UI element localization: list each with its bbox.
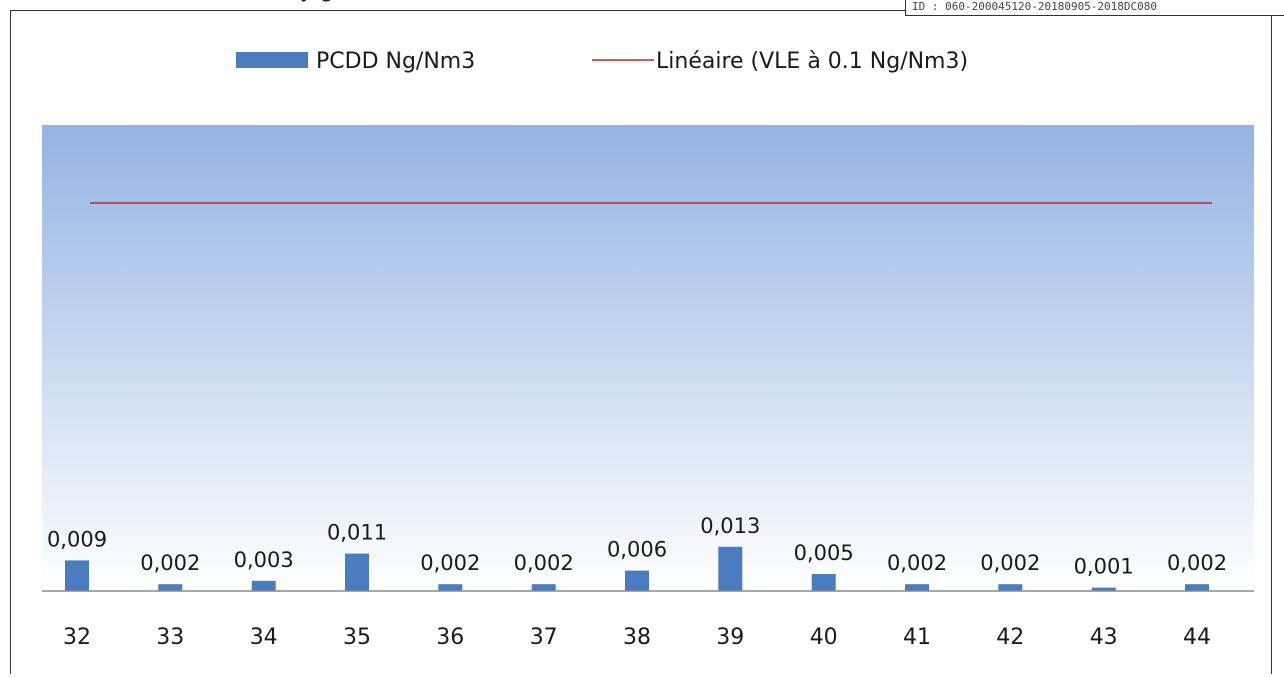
x-tick-labels: 32 33 34 35 36 37 38 39 40 41 42 43 44 (63, 625, 1211, 650)
bar-38 (625, 570, 649, 591)
x-tick-38: 38 (623, 625, 651, 650)
x-tick-42: 42 (996, 625, 1024, 650)
x-tick-40: 40 (810, 625, 838, 650)
x-tick-39: 39 (716, 625, 744, 650)
x-tick-33: 33 (156, 625, 184, 650)
bar-37 (531, 584, 556, 591)
bar-34 (251, 580, 276, 591)
x-tick-36: 36 (436, 625, 464, 650)
x-tick-32: 32 (63, 625, 91, 650)
x-tick-41: 41 (903, 625, 931, 650)
x-tick-34: 34 (250, 625, 278, 650)
value-label-42: 0,002 (980, 551, 1040, 575)
legend-label-line: Linéaire (VLE à 0.1 Ng/Nm3) (656, 49, 968, 74)
value-label-32: 0,009 (47, 527, 107, 551)
x-tick-37: 37 (530, 625, 558, 650)
x-tick-44: 44 (1183, 625, 1211, 650)
bar-33 (158, 584, 183, 591)
value-label-41: 0,002 (887, 551, 947, 575)
bar-32 (65, 560, 89, 591)
value-label-39: 0,013 (700, 514, 760, 538)
x-tick-43: 43 (1090, 625, 1118, 650)
legend: PCDD Ng/Nm3 Linéaire (VLE à 0.1 Ng/Nm3) (236, 49, 968, 74)
value-label-36: 0,002 (420, 551, 480, 575)
bar-35 (345, 553, 369, 591)
bar-39 (718, 546, 743, 591)
value-label-38: 0,006 (607, 538, 667, 562)
bar-40 (811, 574, 836, 591)
value-label-44: 0,002 (1167, 551, 1227, 575)
bar-41 (905, 584, 929, 591)
document-id-stamp: ID : 060-200045120-20180905-2018DC080 (905, 0, 1284, 16)
value-label-37: 0,002 (514, 551, 574, 575)
value-label-33: 0,002 (140, 551, 200, 575)
value-label-35: 0,011 (327, 521, 387, 545)
bar-42 (998, 584, 1023, 591)
bar-43 (1091, 587, 1116, 591)
plot-area-background (42, 125, 1254, 591)
chart-frame (10, 10, 1272, 674)
value-label-40: 0,005 (794, 541, 854, 565)
legend-swatch-bar (236, 52, 308, 68)
legend-label-bar: PCDD Ng/Nm3 (316, 49, 475, 74)
value-label-34: 0,003 (234, 548, 294, 572)
value-labels-layer: 0,009 0,002 0,003 0,011 0,002 0,002 0,006 0,013… (47, 514, 1227, 579)
bar-44 (1185, 584, 1209, 591)
value-label-43: 0,001 (1074, 555, 1134, 579)
bars-layer (65, 546, 1209, 591)
x-tick-35: 35 (343, 625, 371, 650)
page-title-fragment: y g (300, 0, 334, 3)
bar-36 (438, 584, 463, 591)
